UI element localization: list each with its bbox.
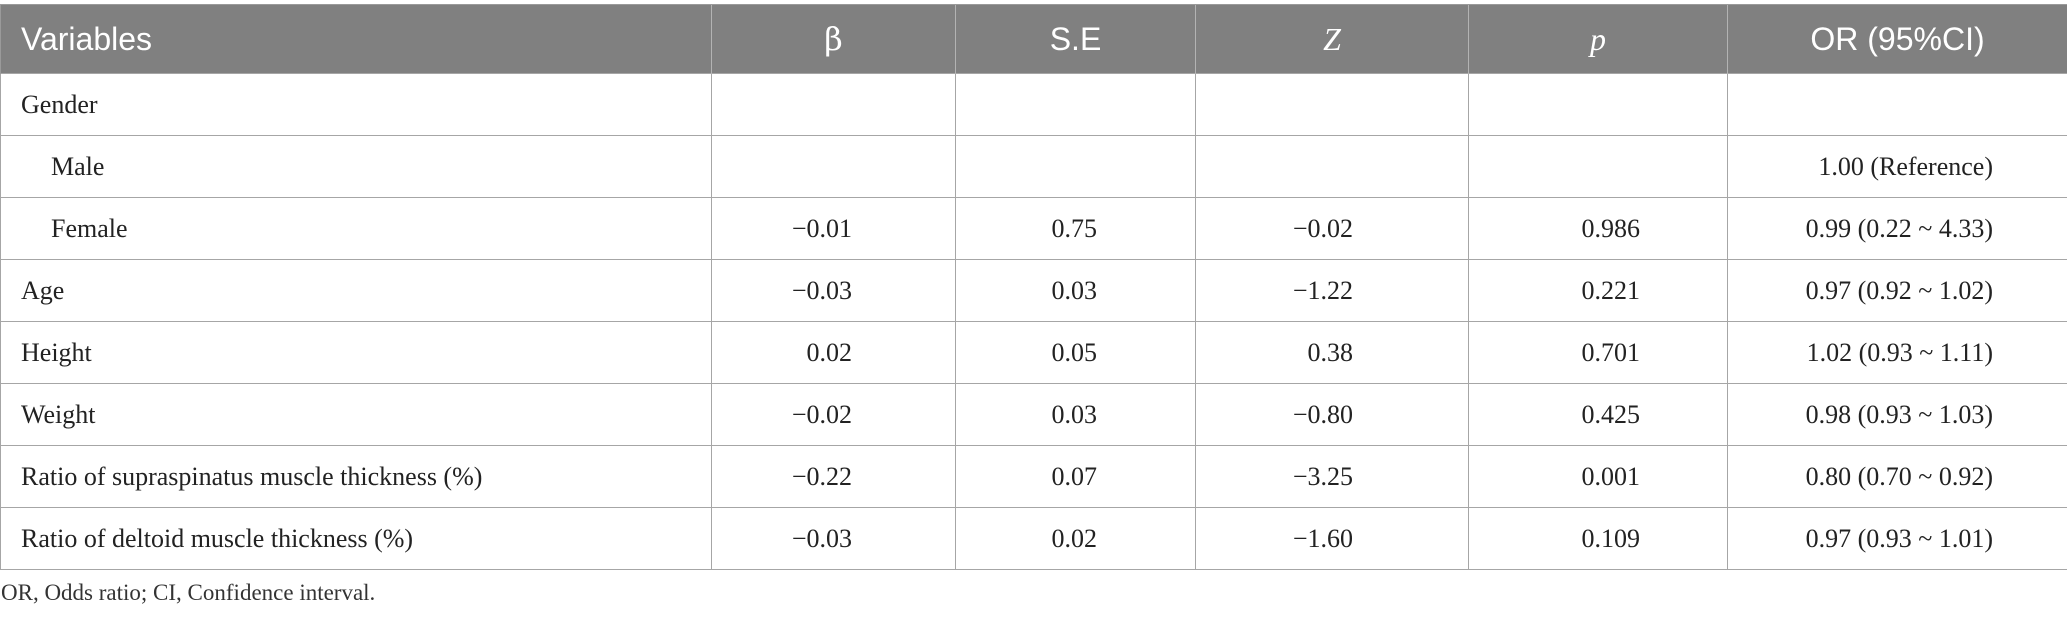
table-row: Female −0.01 0.75 −0.02 0.986 0.99 (0.22… bbox=[0, 197, 2067, 260]
row-label: Male bbox=[0, 135, 712, 198]
cell-p: 0.001 bbox=[1468, 445, 1728, 508]
cell-or: 0.98 (0.93 ~ 1.03) bbox=[1727, 383, 2067, 446]
cell-se: 0.03 bbox=[955, 259, 1196, 322]
header-z: Z bbox=[1195, 4, 1469, 74]
cell-z: 0.38 bbox=[1195, 321, 1469, 384]
cell-or: 0.97 (0.92 ~ 1.02) bbox=[1727, 259, 2067, 322]
cell-beta bbox=[711, 135, 956, 198]
cell-z: −1.60 bbox=[1195, 507, 1469, 570]
cell-beta: −0.22 bbox=[711, 445, 956, 508]
cell-se: 0.03 bbox=[955, 383, 1196, 446]
cell-p: 0.986 bbox=[1468, 197, 1728, 260]
cell-se bbox=[955, 135, 1196, 198]
cell-beta: −0.03 bbox=[711, 507, 956, 570]
cell-se: 0.75 bbox=[955, 197, 1196, 260]
cell-beta: −0.02 bbox=[711, 383, 956, 446]
table-row: Weight −0.02 0.03 −0.80 0.425 0.98 (0.93… bbox=[0, 383, 2067, 446]
cell-beta: −0.01 bbox=[711, 197, 956, 260]
table-row: Gender bbox=[0, 73, 2067, 136]
header-se: S.E bbox=[955, 4, 1196, 74]
row-label: Weight bbox=[0, 383, 712, 446]
cell-p: 0.701 bbox=[1468, 321, 1728, 384]
cell-se: 0.07 bbox=[955, 445, 1196, 508]
row-label: Height bbox=[0, 321, 712, 384]
cell-z: −0.02 bbox=[1195, 197, 1469, 260]
cell-p bbox=[1468, 73, 1728, 136]
table-footnote: OR, Odds ratio; CI, Confidence interval. bbox=[1, 580, 376, 605]
cell-z bbox=[1195, 73, 1469, 136]
cell-p: 0.425 bbox=[1468, 383, 1728, 446]
cell-p bbox=[1468, 135, 1728, 198]
header-p: p bbox=[1468, 4, 1728, 74]
header-row: Variables β S.E Z p OR (95%CI) bbox=[0, 4, 2067, 74]
cell-or: 1.00 (Reference) bbox=[1727, 135, 2067, 198]
table-header: Variables β S.E Z p OR (95%CI) bbox=[0, 4, 2067, 74]
table-row: Height 0.02 0.05 0.38 0.701 1.02 (0.93 ~… bbox=[0, 321, 2067, 384]
table-row: Male 1.00 (Reference) bbox=[0, 135, 2067, 198]
cell-or: 0.97 (0.93 ~ 1.01) bbox=[1727, 507, 2067, 570]
row-label: Ratio of supraspinatus muscle thickness … bbox=[0, 445, 712, 508]
cell-or: 1.02 (0.93 ~ 1.11) bbox=[1727, 321, 2067, 384]
regression-table-container: Variables β S.E Z p OR (95%CI) Gender Ma… bbox=[0, 4, 2067, 570]
row-label: Ratio of deltoid muscle thickness (%) bbox=[0, 507, 712, 570]
cell-z bbox=[1195, 135, 1469, 198]
row-label: Gender bbox=[0, 73, 712, 136]
header-or: OR (95%CI) bbox=[1727, 4, 2067, 74]
cell-z: −1.22 bbox=[1195, 259, 1469, 322]
cell-z: −3.25 bbox=[1195, 445, 1469, 508]
regression-table: Variables β S.E Z p OR (95%CI) Gender Ma… bbox=[0, 4, 2067, 570]
cell-p: 0.109 bbox=[1468, 507, 1728, 570]
cell-se: 0.05 bbox=[955, 321, 1196, 384]
cell-se bbox=[955, 73, 1196, 136]
cell-p: 0.221 bbox=[1468, 259, 1728, 322]
cell-or: 0.80 (0.70 ~ 0.92) bbox=[1727, 445, 2067, 508]
row-label: Age bbox=[0, 259, 712, 322]
cell-or: 0.99 (0.22 ~ 4.33) bbox=[1727, 197, 2067, 260]
table-body: Gender Male 1.00 (Reference) Female −0.0… bbox=[0, 73, 2067, 570]
table-row: Age −0.03 0.03 −1.22 0.221 0.97 (0.92 ~ … bbox=[0, 259, 2067, 322]
cell-beta bbox=[711, 73, 956, 136]
header-variables: Variables bbox=[0, 4, 712, 74]
header-beta: β bbox=[711, 4, 956, 74]
cell-beta: 0.02 bbox=[711, 321, 956, 384]
table-row: Ratio of supraspinatus muscle thickness … bbox=[0, 445, 2067, 508]
cell-se: 0.02 bbox=[955, 507, 1196, 570]
cell-z: −0.80 bbox=[1195, 383, 1469, 446]
cell-beta: −0.03 bbox=[711, 259, 956, 322]
table-row: Ratio of deltoid muscle thickness (%) −0… bbox=[0, 507, 2067, 570]
row-label: Female bbox=[0, 197, 712, 260]
cell-or bbox=[1727, 73, 2067, 136]
